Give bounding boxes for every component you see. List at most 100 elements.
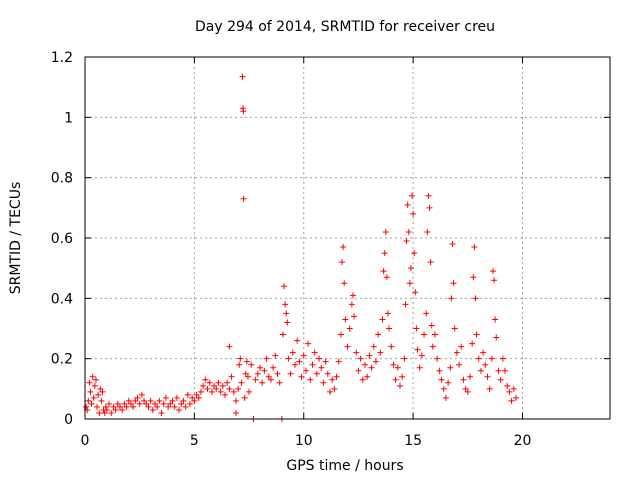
data-point (390, 361, 397, 368)
data-point (359, 376, 366, 383)
data-point (460, 376, 467, 383)
data-point (224, 379, 231, 386)
data-point (239, 73, 246, 80)
data-point (462, 385, 469, 392)
data-point (492, 316, 499, 323)
data-point (95, 391, 102, 398)
data-point (127, 400, 134, 407)
data-point (173, 394, 180, 401)
data-point (125, 397, 132, 404)
data-point (484, 373, 491, 380)
data-point (285, 355, 292, 362)
data-point (406, 280, 413, 287)
data-point (184, 391, 191, 398)
data-point (287, 370, 294, 377)
data-point (235, 385, 242, 392)
data-point (497, 376, 504, 383)
data-point (311, 349, 318, 356)
y-tick-label: 1 (64, 110, 73, 126)
data-point (429, 343, 436, 350)
y-tick-label: 0.8 (51, 171, 73, 187)
data-point (276, 379, 283, 386)
data-point (364, 373, 371, 380)
data-point (119, 406, 126, 413)
data-point (165, 403, 172, 410)
data-point (298, 373, 305, 380)
data-point (300, 352, 307, 359)
data-point (236, 361, 243, 368)
data-point (510, 385, 517, 392)
data-point (112, 406, 119, 413)
data-point (114, 400, 121, 407)
data-point (145, 403, 152, 410)
data-point (292, 361, 298, 368)
data-point (197, 388, 204, 395)
data-point (436, 367, 443, 374)
data-point (211, 382, 218, 389)
data-point (380, 268, 387, 275)
data-point (252, 376, 259, 383)
data-point (254, 370, 261, 377)
data-point (121, 400, 128, 407)
data-point (337, 331, 344, 338)
data-point (397, 382, 403, 389)
data-point (401, 355, 408, 362)
data-point (368, 364, 375, 371)
data-point (344, 343, 351, 350)
data-point (348, 301, 355, 308)
data-point (340, 244, 347, 251)
data-point (475, 355, 482, 362)
data-point (309, 361, 316, 368)
data-point (320, 379, 327, 386)
data-point (506, 388, 513, 395)
data-point (407, 265, 414, 272)
data-point (349, 292, 356, 299)
data-point (281, 283, 288, 290)
data-point (449, 241, 456, 248)
data-point (318, 364, 325, 371)
data-point (241, 394, 248, 401)
data-point (329, 376, 336, 383)
data-point (402, 301, 409, 308)
x-tick-label: 15 (404, 433, 422, 449)
data-point (447, 364, 454, 371)
data-point (270, 364, 277, 371)
data-point (399, 373, 406, 380)
data-point (136, 400, 143, 407)
data-point (324, 370, 331, 377)
data-point (440, 385, 447, 392)
chart-title: Day 294 of 2014, SRMTID for receiver cre… (195, 19, 495, 35)
data-point (240, 195, 247, 202)
data-point (248, 361, 255, 368)
data-point (451, 325, 458, 332)
y-tick-label: 0.2 (51, 352, 73, 368)
data-point (99, 388, 106, 395)
data-point (103, 406, 110, 413)
data-point (171, 403, 178, 410)
x-axis-title: GPS time / hours (286, 458, 403, 474)
data-point (372, 358, 379, 365)
data-point (89, 373, 96, 380)
data-point (169, 397, 176, 404)
data-point (226, 343, 233, 350)
data-point (206, 379, 213, 386)
grid (85, 57, 610, 419)
data-point (132, 397, 139, 404)
data-point (416, 364, 423, 371)
data-point (242, 370, 249, 377)
data-point (394, 364, 401, 371)
data-point (213, 385, 220, 392)
data-point (272, 352, 279, 359)
data-point (370, 343, 377, 350)
data-point (92, 376, 99, 383)
data-point (160, 400, 167, 407)
y-tick-label: 1.2 (51, 50, 73, 66)
data-point (508, 397, 515, 404)
data-point (412, 289, 419, 296)
data-point (471, 244, 478, 251)
data-point (305, 340, 312, 347)
data-point (473, 331, 480, 338)
data-point (176, 406, 183, 413)
data-point (246, 388, 253, 395)
